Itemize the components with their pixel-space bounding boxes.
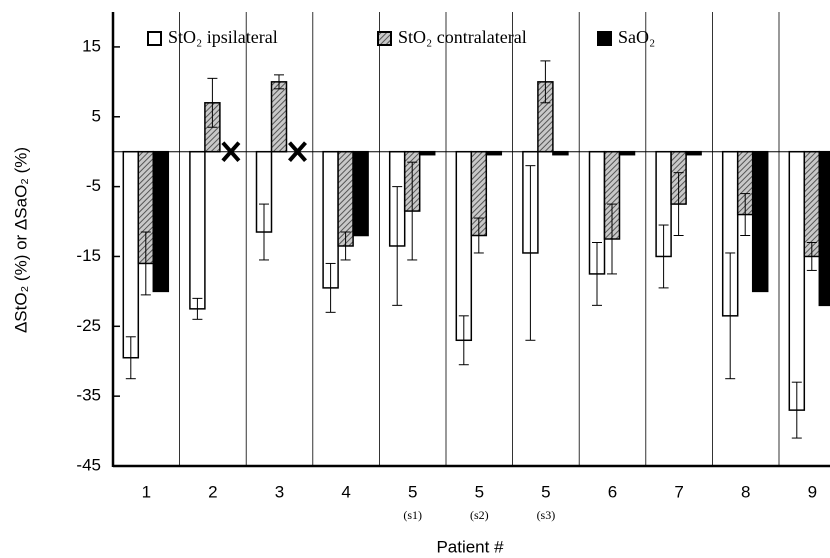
- bar: [803, 150, 821, 258]
- error-bar: [540, 60, 551, 104]
- x-tick-label: 2: [208, 482, 217, 501]
- error-bar: [525, 165, 536, 341]
- error-bar: [725, 252, 736, 380]
- x-tick-label: 4: [341, 482, 350, 501]
- legend-swatch: [377, 31, 392, 46]
- error-bar: [473, 217, 484, 254]
- error-bar: [340, 231, 351, 261]
- error-bar: [259, 203, 269, 261]
- x-tick-label: 9: [808, 482, 817, 501]
- legend-swatch: [597, 31, 612, 46]
- y-tick-label: 15: [82, 36, 101, 55]
- error-bar: [607, 203, 617, 275]
- error-bar: [325, 262, 336, 313]
- bar: [152, 150, 170, 293]
- x-axis-label: Patient #: [436, 537, 504, 556]
- error-bar: [791, 381, 802, 439]
- error-bar: [392, 186, 403, 306]
- error-bar: [140, 231, 151, 296]
- bar: [122, 150, 140, 359]
- x-tick-label: 1: [142, 482, 151, 501]
- error-bar: [125, 336, 136, 380]
- x-tick-sublabel: (s3): [537, 508, 556, 522]
- bar: [751, 150, 769, 293]
- x-tick-label: 5: [408, 482, 417, 501]
- bar: [818, 150, 830, 307]
- x-tick-label: 3: [275, 482, 284, 501]
- legend-label: StO₂ contralateral: [398, 27, 527, 47]
- y-tick-label: 5: [92, 106, 101, 125]
- y-tick-label: -15: [76, 246, 101, 265]
- bar: [270, 81, 288, 153]
- error-bar: [673, 172, 684, 237]
- bar: [352, 150, 369, 237]
- x-tick-label: 8: [741, 482, 750, 501]
- bar: [788, 150, 806, 411]
- x-tick-label: 7: [674, 482, 683, 501]
- error-bar: [806, 241, 817, 271]
- error-bar: [658, 224, 669, 289]
- x-tick-label: 6: [608, 482, 617, 501]
- x-tick-sublabel: (s2): [470, 508, 489, 522]
- y-tick-label: -5: [86, 176, 101, 195]
- error-bar: [407, 161, 418, 261]
- y-tick-label: -25: [76, 316, 101, 335]
- error-bar: [274, 74, 284, 90]
- bar: [189, 150, 206, 310]
- error-bar: [740, 193, 751, 237]
- error-bar: [458, 315, 469, 366]
- error-bar: [592, 241, 602, 306]
- y-axis-label: ΔStO₂ (%) or ΔSaO₂ (%): [11, 147, 30, 333]
- legend-label: SaO₂: [618, 27, 655, 47]
- bar: [455, 150, 473, 342]
- x-tick-sublabel: (s1): [403, 508, 422, 522]
- y-tick-label: -35: [76, 386, 101, 405]
- error-bar: [207, 77, 218, 128]
- legend-label: StO₂ ipsilateral: [168, 27, 278, 47]
- legend-swatch: [147, 31, 162, 46]
- error-bar: [192, 297, 203, 320]
- y-tick-label: -45: [76, 455, 101, 474]
- x-tick-label: 5: [475, 482, 484, 501]
- x-tick-label: 5: [541, 482, 550, 501]
